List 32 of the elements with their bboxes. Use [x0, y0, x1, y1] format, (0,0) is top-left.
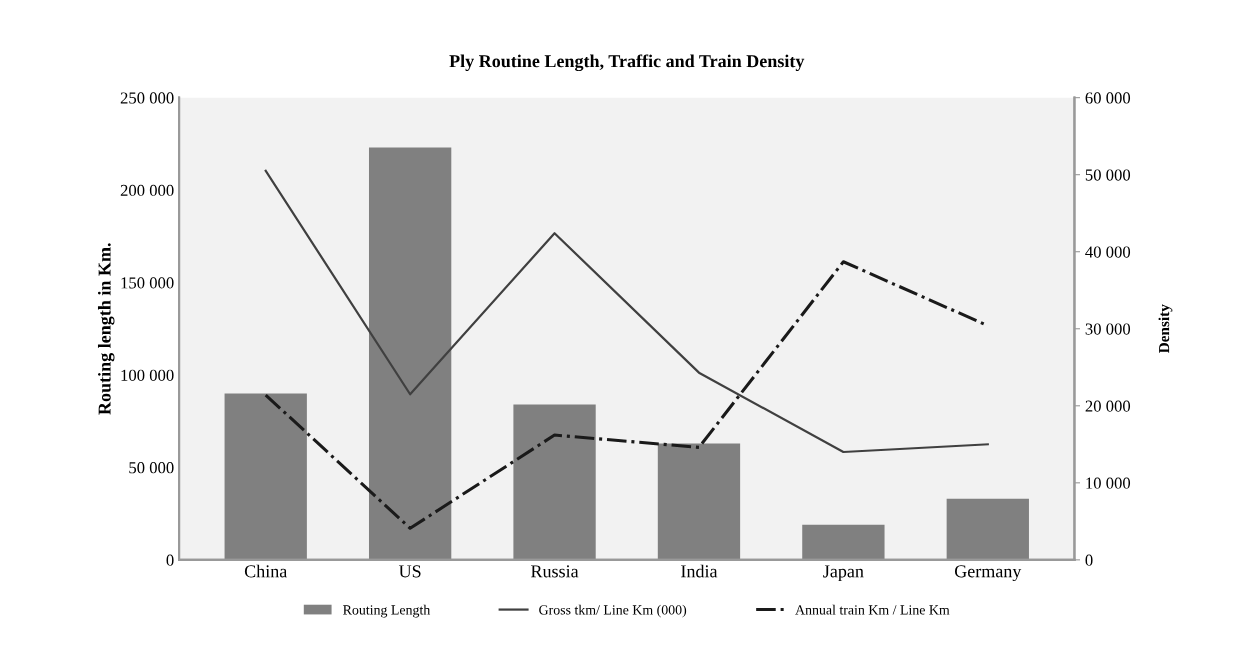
y-tick-label: 250 000: [120, 92, 174, 104]
y-tick-label: 200 000: [120, 184, 174, 197]
y-axis-title: Routing length in Km.: [97, 243, 115, 415]
line-series: [264, 169, 989, 454]
y-tick-label: 100 000: [121, 369, 174, 381]
chart-title: Ply Routine Length, Traffic and Train Density: [449, 54, 805, 72]
y2-tick-label: 0: [1085, 554, 1093, 566]
bar: [946, 498, 1029, 560]
bar: [368, 147, 452, 560]
y-tick-label: 0: [166, 554, 174, 566]
y-tick-label: 150 000: [121, 277, 174, 289]
y2-tick-label: 20 000: [1085, 400, 1131, 412]
y2-tick-label: 60 000: [1085, 92, 1131, 104]
x-tick-label: Japan: [823, 565, 864, 582]
y2-axis-title: Density: [1158, 304, 1173, 354]
x-tick-label: US: [398, 565, 421, 578]
y2-tick-label: 30 000: [1085, 323, 1131, 335]
y2-tick-label: 40 000: [1085, 246, 1131, 258]
legend-label: Routing Length: [343, 604, 431, 618]
bar: [513, 404, 596, 560]
y2-tick-label: 50 000: [1085, 169, 1131, 181]
x-tick-label: India: [681, 564, 718, 578]
x-tick-label: China: [244, 564, 288, 578]
legend-label: Gross tkm/ Line Km (000): [539, 604, 687, 618]
x-tick-label: Germany: [954, 565, 1022, 582]
x-tick-label: Russia: [531, 565, 579, 578]
y-tick-label: 50 000: [129, 462, 174, 474]
legend-label: Annual train Km / Line Km: [795, 604, 950, 615]
bar: [224, 393, 307, 560]
bar: [657, 443, 741, 560]
y2-tick-label: 10 000: [1086, 477, 1131, 489]
bar: [802, 524, 885, 560]
